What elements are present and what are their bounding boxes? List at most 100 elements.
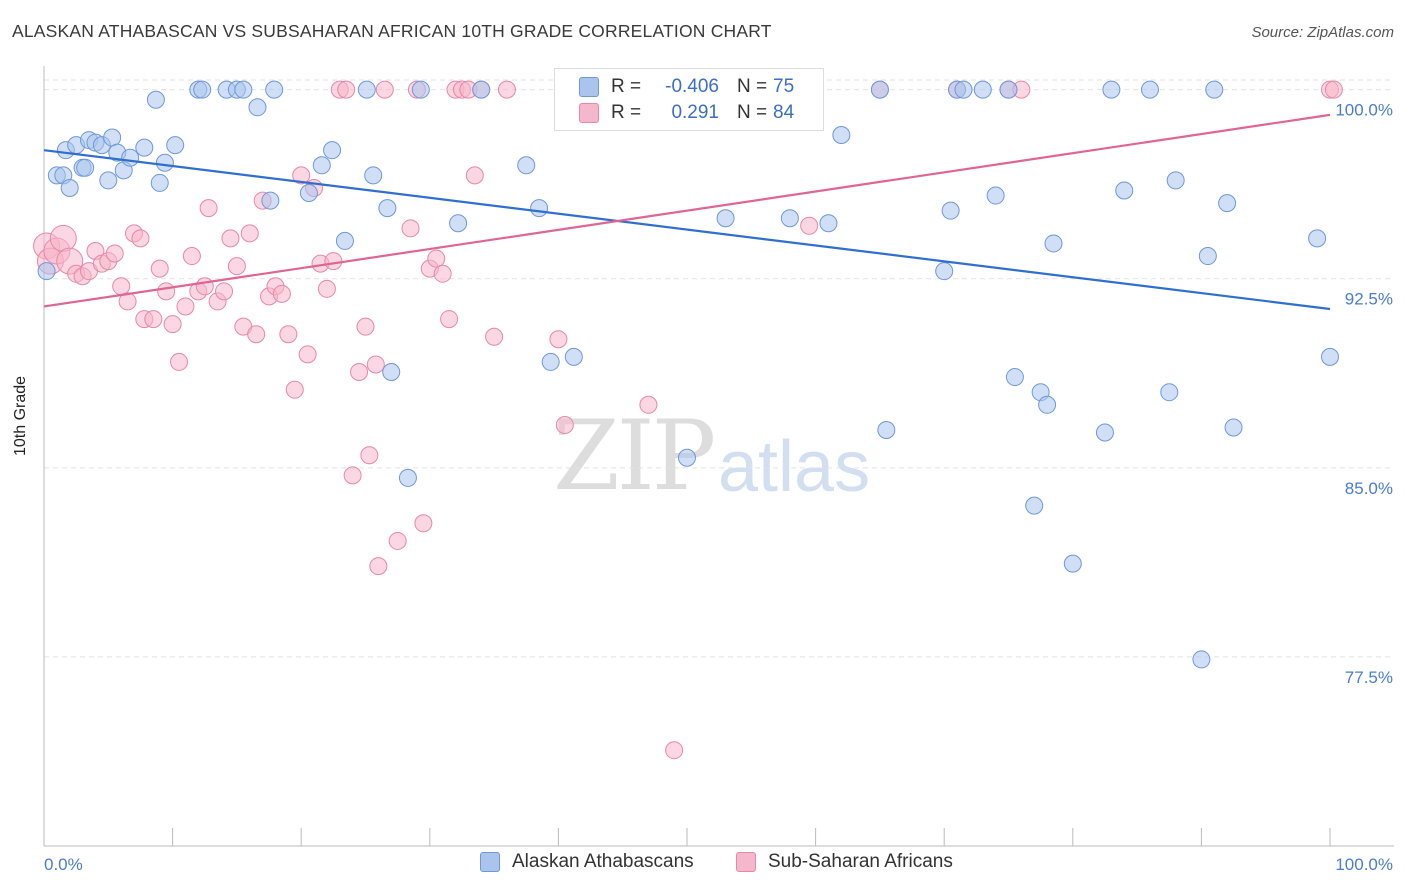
data-point xyxy=(99,171,118,190)
data-point xyxy=(121,148,140,167)
data-point xyxy=(401,219,420,238)
data-point xyxy=(337,80,356,99)
y-tick-label: 92.5% xyxy=(1345,290,1393,309)
legend-swatch-blue xyxy=(579,77,599,97)
data-point xyxy=(1198,247,1217,266)
data-point xyxy=(49,224,77,252)
data-point xyxy=(555,415,574,434)
data-point xyxy=(378,199,397,218)
data-point xyxy=(414,514,433,533)
data-point xyxy=(215,282,234,301)
data-point xyxy=(60,178,79,197)
legend-swatch-pink xyxy=(579,103,599,123)
data-point xyxy=(37,262,56,281)
data-point xyxy=(199,199,218,218)
data-point xyxy=(1063,554,1082,573)
data-point xyxy=(449,214,468,233)
data-point xyxy=(472,80,491,99)
data-point xyxy=(343,466,362,485)
data-point xyxy=(465,166,484,185)
data-point xyxy=(800,216,819,235)
data-point xyxy=(261,191,280,210)
data-point xyxy=(324,252,343,271)
legend-n-value: 84 xyxy=(773,102,795,123)
data-point xyxy=(366,355,385,374)
data-point xyxy=(986,186,1005,205)
legend-n-value: 75 xyxy=(773,76,795,97)
watermark-atlas: atlas xyxy=(718,427,871,507)
bottom-legend-athabascan: Alaskan Athabascans xyxy=(480,851,694,873)
data-point xyxy=(497,80,516,99)
data-point xyxy=(357,80,376,99)
bottom-legend-label: Sub-Saharan Africans xyxy=(768,851,953,872)
y-tick-label: 85.0% xyxy=(1345,479,1393,498)
data-point xyxy=(1205,80,1224,99)
data-point xyxy=(265,80,284,99)
data-point xyxy=(1160,383,1179,402)
legend-row-subsaharan: R = 0.291 N = 84 xyxy=(579,100,794,126)
data-point xyxy=(1321,347,1339,366)
data-point xyxy=(195,277,214,296)
data-point xyxy=(388,531,407,550)
data-point xyxy=(135,138,154,157)
data-point xyxy=(517,156,536,175)
source-credit: Source: ZipAtlas.com xyxy=(1251,24,1394,41)
data-point xyxy=(176,297,195,316)
data-point xyxy=(973,80,992,99)
data-point xyxy=(248,98,267,117)
data-point xyxy=(716,209,735,228)
data-point xyxy=(1166,171,1185,190)
data-point xyxy=(1038,395,1057,414)
tick-labels: 100.0% 92.5% 85.0% 77.5% 0.0% 100.0% xyxy=(44,101,1393,874)
data-point xyxy=(1224,418,1243,437)
data-point xyxy=(678,448,696,467)
data-point xyxy=(382,363,401,382)
legend-row-athabascan: R = -0.406 N = 75 xyxy=(579,74,794,100)
data-point xyxy=(155,153,174,172)
data-point xyxy=(877,421,896,440)
data-point xyxy=(1192,650,1211,669)
data-point xyxy=(279,325,298,344)
data-point xyxy=(398,468,417,487)
data-point xyxy=(292,166,311,185)
data-point xyxy=(360,446,379,465)
data-point xyxy=(227,257,246,276)
data-point xyxy=(954,80,973,99)
data-point xyxy=(182,247,201,266)
data-point xyxy=(157,282,176,301)
data-point xyxy=(1044,234,1063,253)
data-point xyxy=(1218,194,1237,213)
data-point xyxy=(832,126,851,145)
data-point xyxy=(193,80,212,99)
trend-lines xyxy=(43,113,1331,311)
x-tick-label-right: 100.0% xyxy=(1335,855,1393,874)
data-point xyxy=(369,557,388,576)
data-point xyxy=(411,80,430,99)
data-point xyxy=(103,128,122,147)
data-point xyxy=(285,380,304,399)
data-point xyxy=(298,345,317,364)
data-point xyxy=(323,141,342,160)
legend-n-label: N = xyxy=(737,102,768,123)
data-point xyxy=(335,231,354,250)
data-point xyxy=(375,80,394,99)
data-point xyxy=(427,249,446,268)
legend-n-label: N = xyxy=(737,76,768,97)
data-point xyxy=(665,741,684,760)
data-point xyxy=(221,229,240,248)
data-point xyxy=(530,199,549,218)
legend-r-value: -0.406 xyxy=(665,76,719,97)
bottom-legend-label: Alaskan Athabascans xyxy=(512,851,694,872)
data-point xyxy=(1308,229,1327,248)
data-point xyxy=(312,156,331,175)
axes xyxy=(43,66,1394,847)
data-point xyxy=(935,262,954,281)
data-point xyxy=(1025,496,1044,515)
data-point xyxy=(112,277,131,296)
data-point xyxy=(272,284,291,303)
data-point xyxy=(144,310,163,329)
data-point xyxy=(76,158,95,177)
data-point xyxy=(146,90,165,109)
data-point xyxy=(234,80,253,99)
